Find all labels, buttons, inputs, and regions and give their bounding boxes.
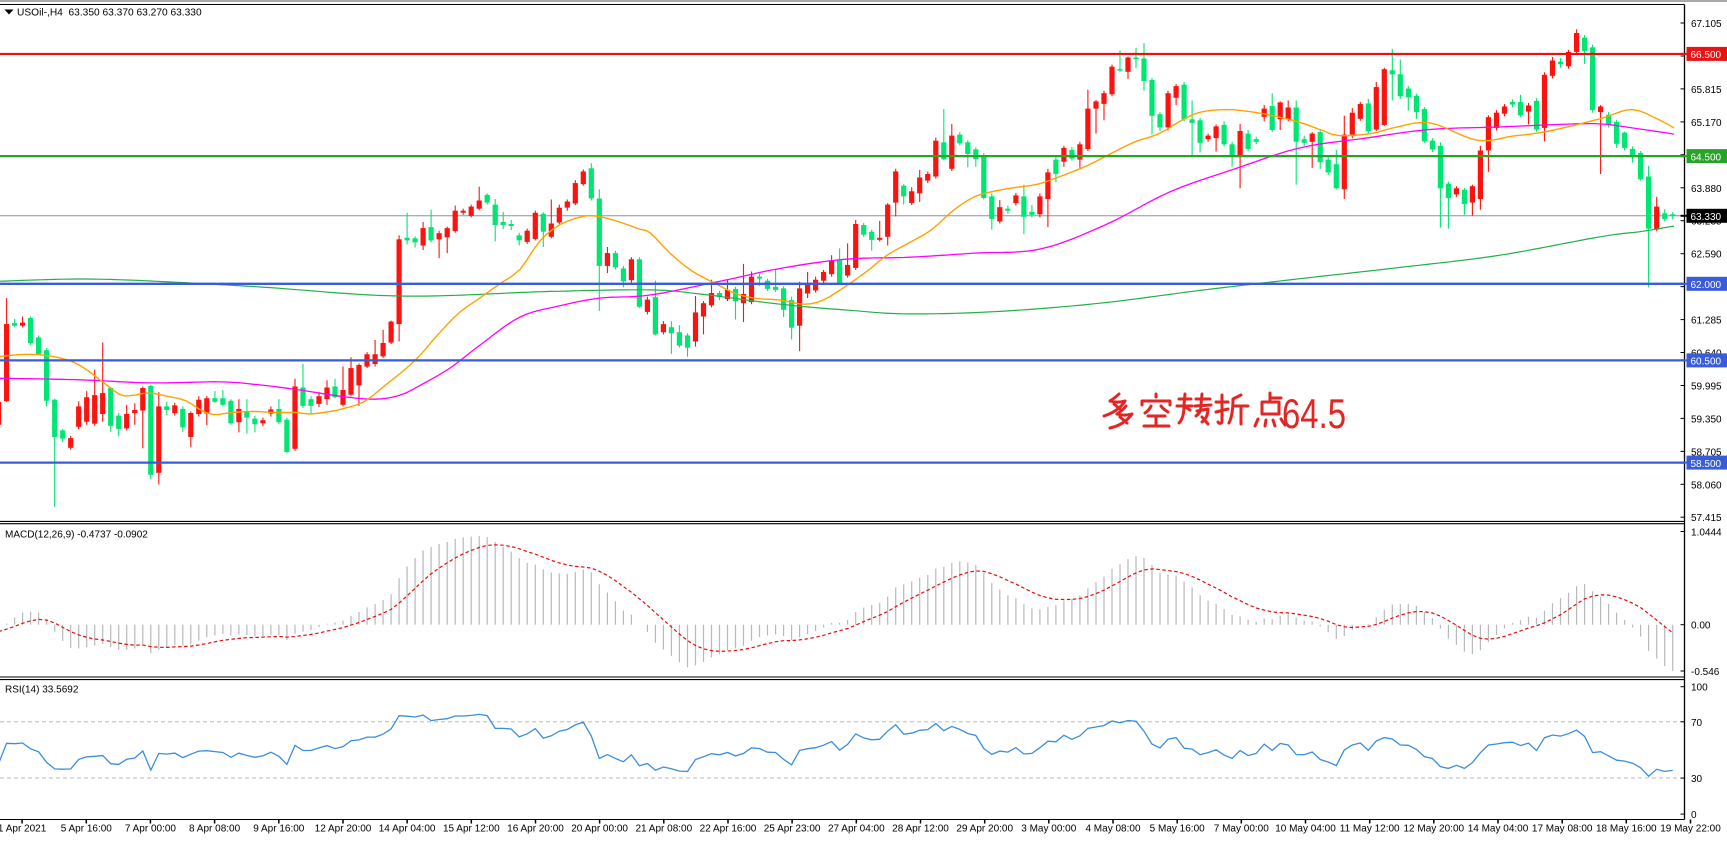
svg-text:62.590: 62.590 — [1691, 250, 1722, 261]
svg-text:27 Apr 04:00: 27 Apr 04:00 — [828, 824, 885, 835]
svg-text:8 Apr 08:00: 8 Apr 08:00 — [189, 824, 241, 835]
svg-text:18 May 16:00: 18 May 16:00 — [1596, 824, 1657, 835]
svg-text:65.170: 65.170 — [1691, 118, 1722, 129]
svg-text:14 May 04:00: 14 May 04:00 — [1468, 824, 1529, 835]
svg-text:-0.546: -0.546 — [1691, 667, 1720, 678]
svg-text:64.500: 64.500 — [1691, 152, 1722, 163]
svg-text:1.0444: 1.0444 — [1691, 528, 1722, 539]
svg-text:1 Apr 2021: 1 Apr 2021 — [0, 824, 47, 835]
svg-text:57.415: 57.415 — [1691, 513, 1722, 524]
svg-text:59.350: 59.350 — [1691, 414, 1722, 425]
svg-text:22 Apr 16:00: 22 Apr 16:00 — [700, 824, 757, 835]
svg-text:9 Apr 16:00: 9 Apr 16:00 — [253, 824, 305, 835]
svg-text:20 Apr 00:00: 20 Apr 00:00 — [571, 824, 628, 835]
svg-text:65.815: 65.815 — [1691, 85, 1722, 96]
svg-text:7 May 00:00: 7 May 00:00 — [1214, 824, 1269, 835]
svg-text:29 Apr 20:00: 29 Apr 20:00 — [956, 824, 1013, 835]
svg-text:21 Apr 08:00: 21 Apr 08:00 — [635, 824, 692, 835]
svg-text:67.105: 67.105 — [1691, 19, 1722, 30]
svg-text:10 May 04:00: 10 May 04:00 — [1275, 824, 1336, 835]
svg-text:12 Apr 20:00: 12 Apr 20:00 — [315, 824, 372, 835]
svg-text:14 Apr 04:00: 14 Apr 04:00 — [379, 824, 436, 835]
svg-text:RSI(14) 33.5692: RSI(14) 33.5692 — [5, 685, 79, 696]
svg-text:63.880: 63.880 — [1691, 184, 1722, 195]
svg-text:100: 100 — [1691, 683, 1708, 694]
svg-text:15 Apr 12:00: 15 Apr 12:00 — [443, 824, 500, 835]
svg-text:4 May 08:00: 4 May 08:00 — [1085, 824, 1140, 835]
svg-text:7 Apr 00:00: 7 Apr 00:00 — [125, 824, 177, 835]
svg-text:USOil-,H4 63.350 63.370 63.27: USOil-,H4 63.350 63.370 63.270 63.330 — [17, 8, 202, 19]
svg-text:12 May 20:00: 12 May 20:00 — [1403, 824, 1464, 835]
svg-text:5 May 16:00: 5 May 16:00 — [1150, 824, 1205, 835]
svg-text:17 May 08:00: 17 May 08:00 — [1532, 824, 1593, 835]
svg-text:64.5: 64.5 — [1282, 390, 1346, 437]
svg-text:16 Apr 20:00: 16 Apr 20:00 — [507, 824, 564, 835]
svg-text:0.00: 0.00 — [1691, 621, 1711, 632]
svg-text:58.500: 58.500 — [1691, 459, 1722, 470]
svg-text:61.285: 61.285 — [1691, 316, 1722, 327]
svg-text:62.000: 62.000 — [1691, 280, 1722, 291]
svg-text:30: 30 — [1691, 774, 1703, 785]
svg-text:70: 70 — [1691, 718, 1703, 729]
svg-text:0: 0 — [1691, 810, 1697, 821]
svg-text:11 May 12:00: 11 May 12:00 — [1340, 824, 1400, 835]
svg-text:58.060: 58.060 — [1691, 480, 1722, 491]
svg-text:3 May 00:00: 3 May 00:00 — [1021, 824, 1076, 835]
svg-text:25 Apr 23:00: 25 Apr 23:00 — [764, 824, 821, 835]
svg-text:60.500: 60.500 — [1691, 357, 1722, 368]
svg-text:5 Apr 16:00: 5 Apr 16:00 — [61, 824, 113, 835]
svg-text:19 May 22:00: 19 May 22:00 — [1660, 824, 1721, 835]
svg-text:28 Apr 12:00: 28 Apr 12:00 — [892, 824, 949, 835]
svg-text:66.500: 66.500 — [1691, 50, 1722, 61]
svg-text:59.995: 59.995 — [1691, 382, 1722, 393]
svg-text:63.330: 63.330 — [1691, 212, 1722, 223]
svg-text:MACD(12,26,9) -0.4737 -0.0902: MACD(12,26,9) -0.4737 -0.0902 — [5, 530, 148, 541]
